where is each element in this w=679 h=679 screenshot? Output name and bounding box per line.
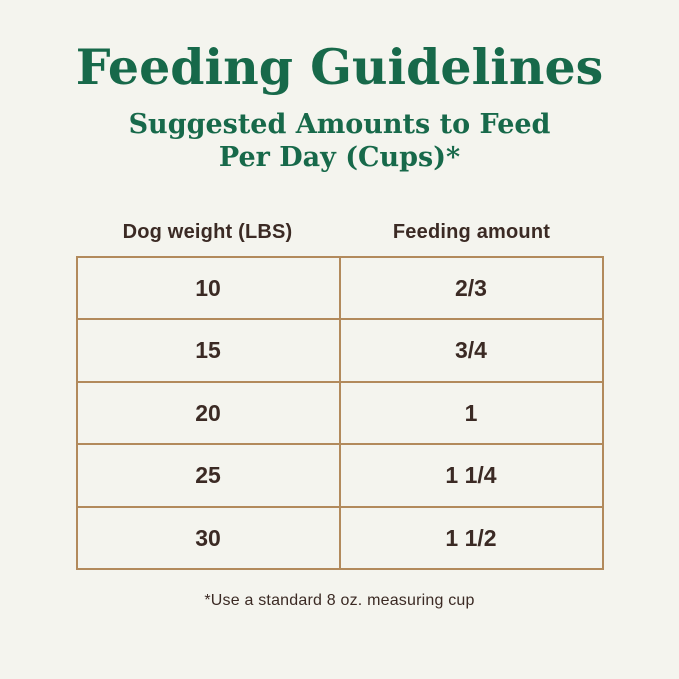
cell-weight: 10 [75, 255, 341, 321]
table-row: 25 1 1/4 [75, 443, 604, 508]
table-column-headers: Dog weight (LBS) Feeding amount [76, 221, 604, 244]
cell-weight: 30 [75, 505, 341, 571]
cell-weight: 25 [75, 443, 341, 508]
subtitle-line-2: Per Day (Cups)* [218, 141, 461, 173]
subtitle-line-1: Suggested Amounts to Feed [128, 108, 551, 140]
page-subtitle: Suggested Amounts to Feed Per Day (Cups)… [129, 109, 551, 175]
cell-amount: 1 1/4 [338, 443, 604, 508]
page-title: Feeding Guidelines [75, 38, 604, 96]
table-row: 20 1 [75, 380, 604, 446]
cell-amount: 1 1/2 [338, 505, 604, 571]
cell-amount: 2/3 [338, 255, 604, 321]
feeding-table: 10 2/3 15 3/4 20 1 25 1 1/4 30 1 1/2 [75, 255, 604, 571]
cell-weight: 15 [75, 318, 341, 383]
measuring-cup-footnote: *Use a standard 8 oz. measuring cup [204, 592, 475, 610]
table-row: 15 3/4 [75, 318, 604, 383]
table-row: 30 1 1/2 [75, 505, 604, 571]
cell-amount: 3/4 [338, 318, 604, 383]
column-header-dog-weight: Dog weight (LBS) [122, 220, 293, 243]
cell-amount: 1 [338, 380, 604, 446]
table-row: 10 2/3 [75, 255, 604, 321]
feeding-table-section: Dog weight (LBS) Feeding amount 10 2/3 1… [75, 221, 604, 571]
cell-weight: 20 [75, 380, 341, 446]
column-header-feeding-amount: Feeding amount [392, 220, 551, 243]
